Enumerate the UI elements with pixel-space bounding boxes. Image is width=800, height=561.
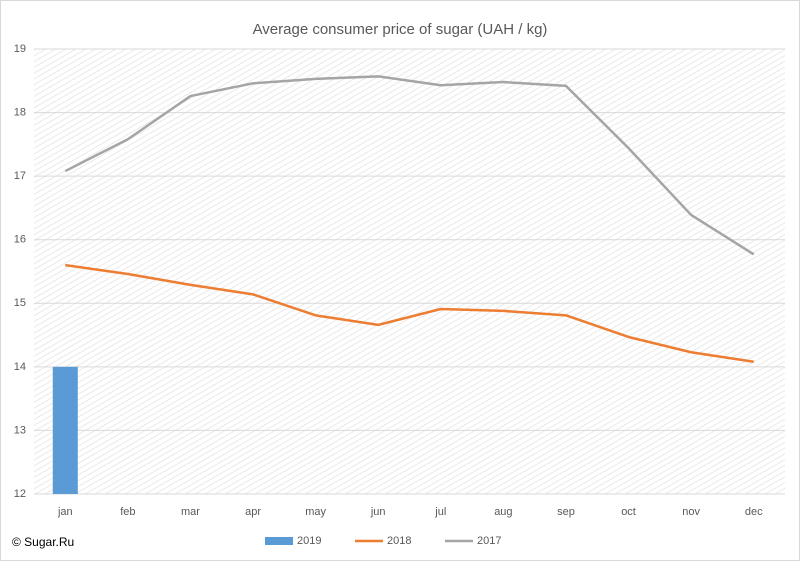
- x-tick-label: mar: [181, 506, 200, 518]
- legend-swatch: [265, 537, 293, 545]
- source: © Sugar.Ru: [12, 535, 74, 549]
- x-tick-label: may: [305, 506, 326, 518]
- legend-label: 2017: [477, 535, 501, 547]
- y-tick-label: 12: [14, 488, 26, 500]
- line: [65, 263, 754, 364]
- y-tick-label: 19: [14, 43, 26, 55]
- y-tick-label: 17: [14, 170, 26, 182]
- y-tick-label: 14: [14, 361, 26, 373]
- legend-label: 2018: [387, 535, 411, 547]
- bar: [52, 366, 78, 494]
- x-tick-label: jun: [370, 506, 386, 518]
- y-tick-label: 15: [14, 297, 26, 309]
- x-tick-label: sep: [557, 506, 575, 518]
- x-tick-label: aug: [494, 506, 512, 518]
- x-tick-label: feb: [120, 506, 135, 518]
- x-tick-label: dec: [745, 506, 763, 518]
- x-tick-label: oct: [621, 506, 636, 518]
- line: [64, 75, 755, 256]
- y-tick-label: 13: [14, 424, 26, 436]
- x-tick-label: nov: [682, 506, 700, 518]
- legend-label: 2019: [297, 535, 321, 547]
- x-tick-label: apr: [245, 506, 261, 518]
- chart-title: Average consumer price of sugar (UAH / k…: [253, 21, 548, 38]
- y-tick-label: 18: [14, 106, 26, 118]
- x-tick-label: jan: [57, 506, 73, 518]
- x-tick-label: jul: [434, 506, 446, 518]
- plot-background: [34, 49, 785, 494]
- y-tick-label: 16: [14, 234, 26, 246]
